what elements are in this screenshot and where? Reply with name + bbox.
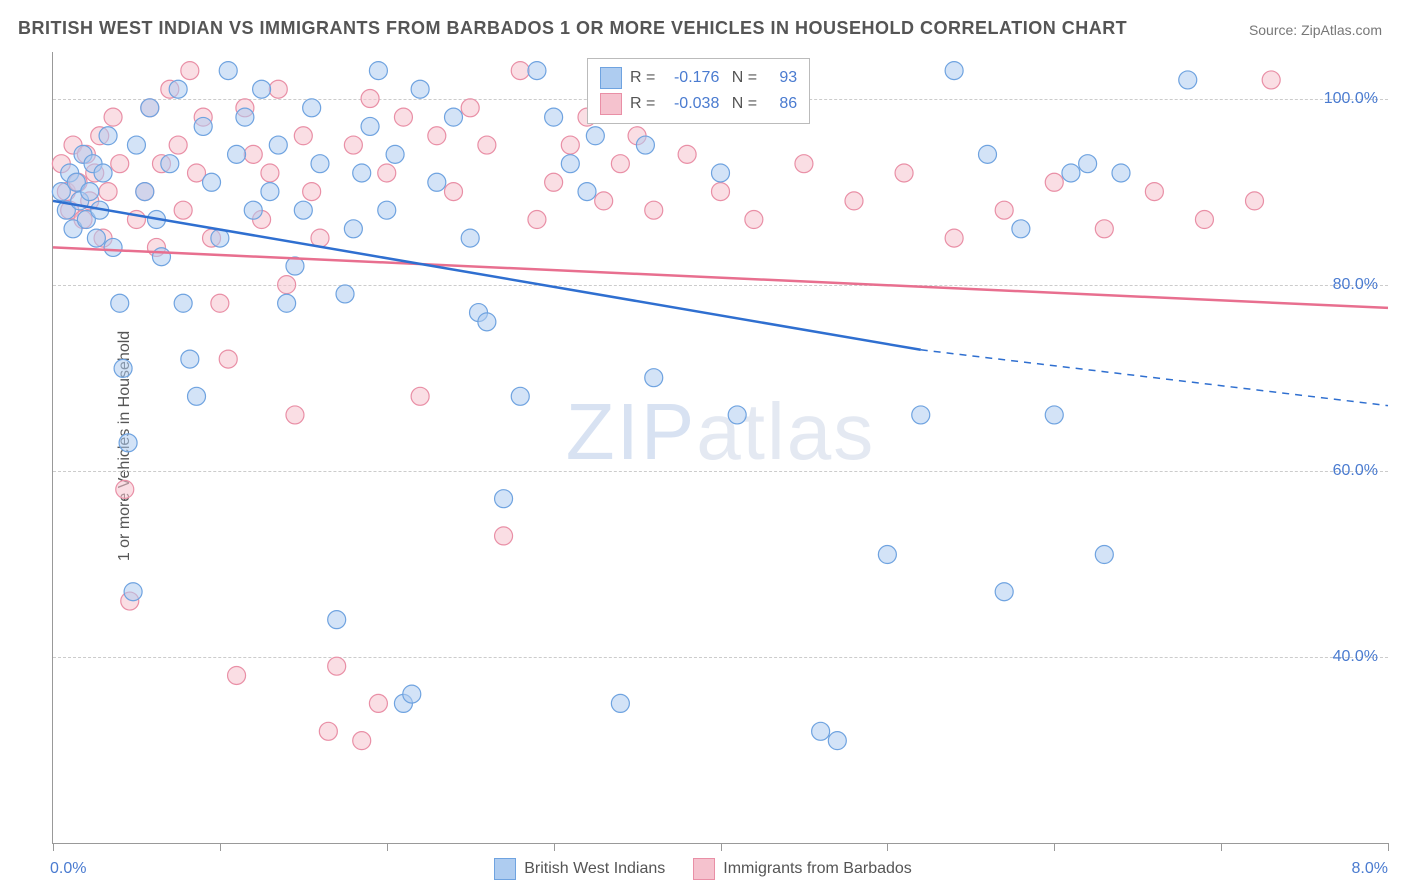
swatch-series-a — [600, 67, 622, 89]
x-tick — [1054, 843, 1055, 851]
r-value-b: -0.038 — [663, 91, 719, 117]
swatch-series-b — [693, 858, 715, 880]
x-tick — [887, 843, 888, 851]
swatch-series-a — [494, 858, 516, 880]
legend-row-series-a: R = -0.176 N = 93 — [600, 65, 797, 91]
legend-item-series-a: British West Indians — [494, 858, 665, 880]
r-label: R = — [630, 91, 655, 117]
x-tick — [1221, 843, 1222, 851]
source-attribution: Source: ZipAtlas.com — [1249, 22, 1382, 38]
series-b-name: Immigrants from Barbados — [723, 860, 912, 878]
n-label: N = — [727, 65, 757, 91]
x-tick — [220, 843, 221, 851]
chart-title: BRITISH WEST INDIAN VS IMMIGRANTS FROM B… — [18, 18, 1127, 39]
n-value-b: 86 — [765, 91, 797, 117]
swatch-series-b — [600, 93, 622, 115]
series-a-name: British West Indians — [524, 860, 665, 878]
series-legend: British West Indians Immigrants from Bar… — [0, 858, 1406, 880]
x-tick — [1388, 843, 1389, 851]
x-tick — [53, 843, 54, 851]
correlation-legend: R = -0.176 N = 93 R = -0.038 N = 86 — [587, 58, 810, 124]
y-tick-label: 60.0% — [1333, 462, 1378, 480]
n-label: N = — [727, 91, 757, 117]
r-value-a: -0.176 — [663, 65, 719, 91]
chart-svg — [53, 52, 1388, 843]
n-value-a: 93 — [765, 65, 797, 91]
legend-row-series-b: R = -0.038 N = 86 — [600, 91, 797, 117]
y-tick-label: 100.0% — [1324, 90, 1378, 108]
x-tick — [721, 843, 722, 851]
plot-area: ZIPatlas R = -0.176 N = 93 R = -0.038 N … — [52, 52, 1388, 844]
x-tick — [387, 843, 388, 851]
r-label: R = — [630, 65, 655, 91]
legend-item-series-b: Immigrants from Barbados — [693, 858, 912, 880]
y-tick-label: 80.0% — [1333, 276, 1378, 294]
y-tick-label: 40.0% — [1333, 648, 1378, 666]
x-tick — [554, 843, 555, 851]
